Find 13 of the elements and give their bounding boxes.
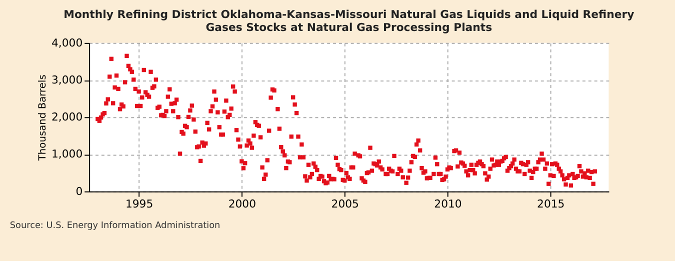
x-tick-label: 2000 xyxy=(228,198,256,211)
x-tick-label: 1995 xyxy=(125,198,154,211)
source-note: Source: U.S. Energy Information Administration xyxy=(10,220,220,231)
x-tick-label: 2005 xyxy=(331,198,359,211)
y-axis-title: Thousand Barrels xyxy=(38,74,49,162)
y-tick-label: 3,000 xyxy=(52,73,83,86)
y-tick-label: 2,000 xyxy=(52,110,83,124)
chart-title: Monthly Refining District Oklahoma-Kansas-Missouri Natural Gas Liquids and Liquid Refinery Gases Stocks at Natural Gas Processing Plants xyxy=(64,8,634,34)
x-tick-label: 2010 xyxy=(434,198,462,211)
y-tick-label: 4,000 xyxy=(52,36,83,50)
y-tick-label: 1,000 xyxy=(52,148,83,161)
y-tick-label: 0 xyxy=(76,184,83,198)
x-tick-label: 2015 xyxy=(537,198,565,211)
